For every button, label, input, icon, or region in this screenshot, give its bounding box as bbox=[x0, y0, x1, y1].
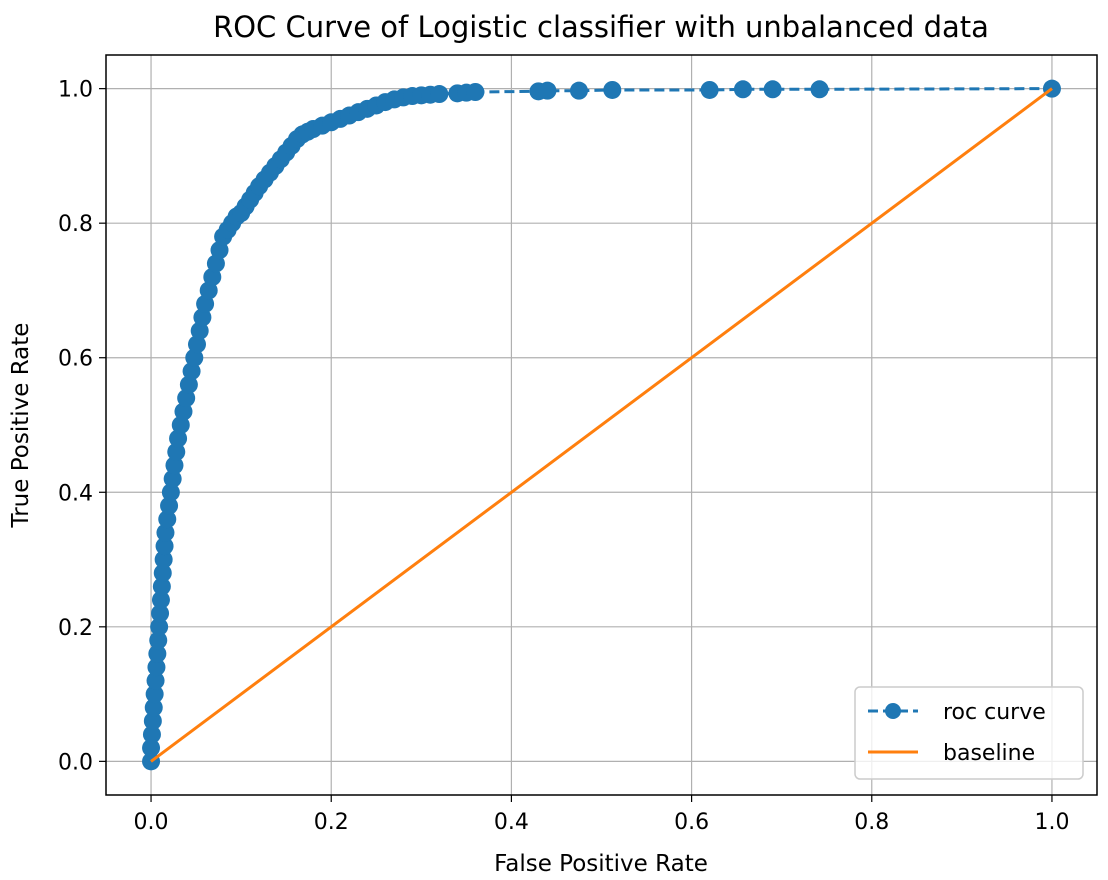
roc-curve-point bbox=[466, 83, 485, 101]
series-layer bbox=[142, 79, 1061, 771]
roc-curve-point bbox=[169, 429, 188, 448]
roc-curve-point bbox=[171, 416, 190, 434]
roc-curve-point bbox=[155, 537, 174, 556]
roc-curve-point bbox=[185, 348, 204, 367]
x-axis-label: False Positive Rate bbox=[494, 851, 708, 877]
y-tick-label: 0.6 bbox=[58, 347, 93, 372]
roc-curve-point bbox=[161, 483, 180, 502]
roc-curve-point bbox=[190, 321, 209, 340]
roc-curve-point bbox=[144, 698, 163, 717]
roc-curve-point bbox=[810, 80, 829, 99]
roc-curve-point bbox=[150, 617, 169, 636]
roc-curve-point bbox=[154, 550, 173, 569]
roc-curve-point bbox=[179, 375, 198, 394]
y-tick-label: 0.2 bbox=[58, 616, 93, 641]
roc-curve-point bbox=[151, 590, 170, 609]
roc-curve-point bbox=[163, 469, 182, 488]
roc-curve-point bbox=[142, 725, 161, 744]
roc-curve-point bbox=[177, 389, 196, 408]
baseline-line bbox=[150, 87, 1053, 763]
roc-curve-point bbox=[182, 362, 201, 381]
chart-title: ROC Curve of Logistic classifier with un… bbox=[213, 10, 989, 44]
y-tick-label: 0.0 bbox=[58, 750, 93, 775]
x-tick-label: 0.8 bbox=[854, 810, 889, 835]
roc-curve-point bbox=[147, 658, 166, 677]
legend-box bbox=[854, 686, 1084, 780]
x-tick-label: 0.6 bbox=[674, 810, 709, 835]
roc-curve-point bbox=[145, 685, 164, 704]
roc-curve-point bbox=[430, 85, 449, 104]
roc-curve-point bbox=[733, 80, 752, 99]
y-tick-label: 0.8 bbox=[58, 212, 93, 237]
roc-curve-point bbox=[174, 402, 193, 421]
ticks: 0.0 0.2 0.4 0.6 0.8 1.0 0.0 0.2 0.4 0.6 0.8 1.0 bbox=[58, 78, 1069, 835]
roc-curve-point bbox=[763, 80, 782, 99]
roc-curve-point bbox=[158, 510, 177, 529]
legend-roc-label: roc curve bbox=[943, 700, 1046, 725]
roc-curve-point bbox=[146, 671, 165, 690]
roc-curve-point bbox=[538, 81, 557, 100]
roc-curve-point bbox=[160, 496, 179, 515]
roc-curve-point bbox=[156, 523, 175, 542]
x-tick-label: 0.0 bbox=[134, 810, 169, 835]
x-tick-label: 1.0 bbox=[1034, 810, 1069, 835]
y-axis-label: True Positive Rate bbox=[8, 323, 34, 529]
roc-curve-point bbox=[700, 80, 719, 99]
roc-curve-point bbox=[603, 80, 622, 99]
roc-curve-point bbox=[142, 738, 161, 757]
roc-curve-point bbox=[149, 631, 168, 650]
roc-curve-point bbox=[569, 81, 588, 100]
roc-curve-point bbox=[143, 712, 162, 730]
legend-roc-marker bbox=[885, 703, 901, 719]
grid bbox=[106, 55, 1097, 795]
roc-curve-point bbox=[152, 577, 171, 596]
roc-curve-point bbox=[151, 604, 170, 623]
plot-frame bbox=[105, 54, 1098, 796]
roc-curve-point bbox=[165, 456, 184, 475]
x-tick-label: 0.4 bbox=[494, 810, 529, 835]
roc-curve-point bbox=[167, 442, 186, 461]
roc-curve-point bbox=[148, 644, 167, 663]
roc-curve-point bbox=[187, 335, 206, 354]
roc-curve-point bbox=[193, 308, 212, 327]
roc-curve-point bbox=[153, 564, 172, 582]
legend: roc curve baseline bbox=[854, 686, 1084, 780]
legend-baseline-label: baseline bbox=[943, 741, 1035, 766]
y-tick-label: 1.0 bbox=[58, 78, 93, 103]
y-tick-label: 0.4 bbox=[58, 481, 93, 506]
x-tick-label: 0.2 bbox=[314, 810, 349, 835]
